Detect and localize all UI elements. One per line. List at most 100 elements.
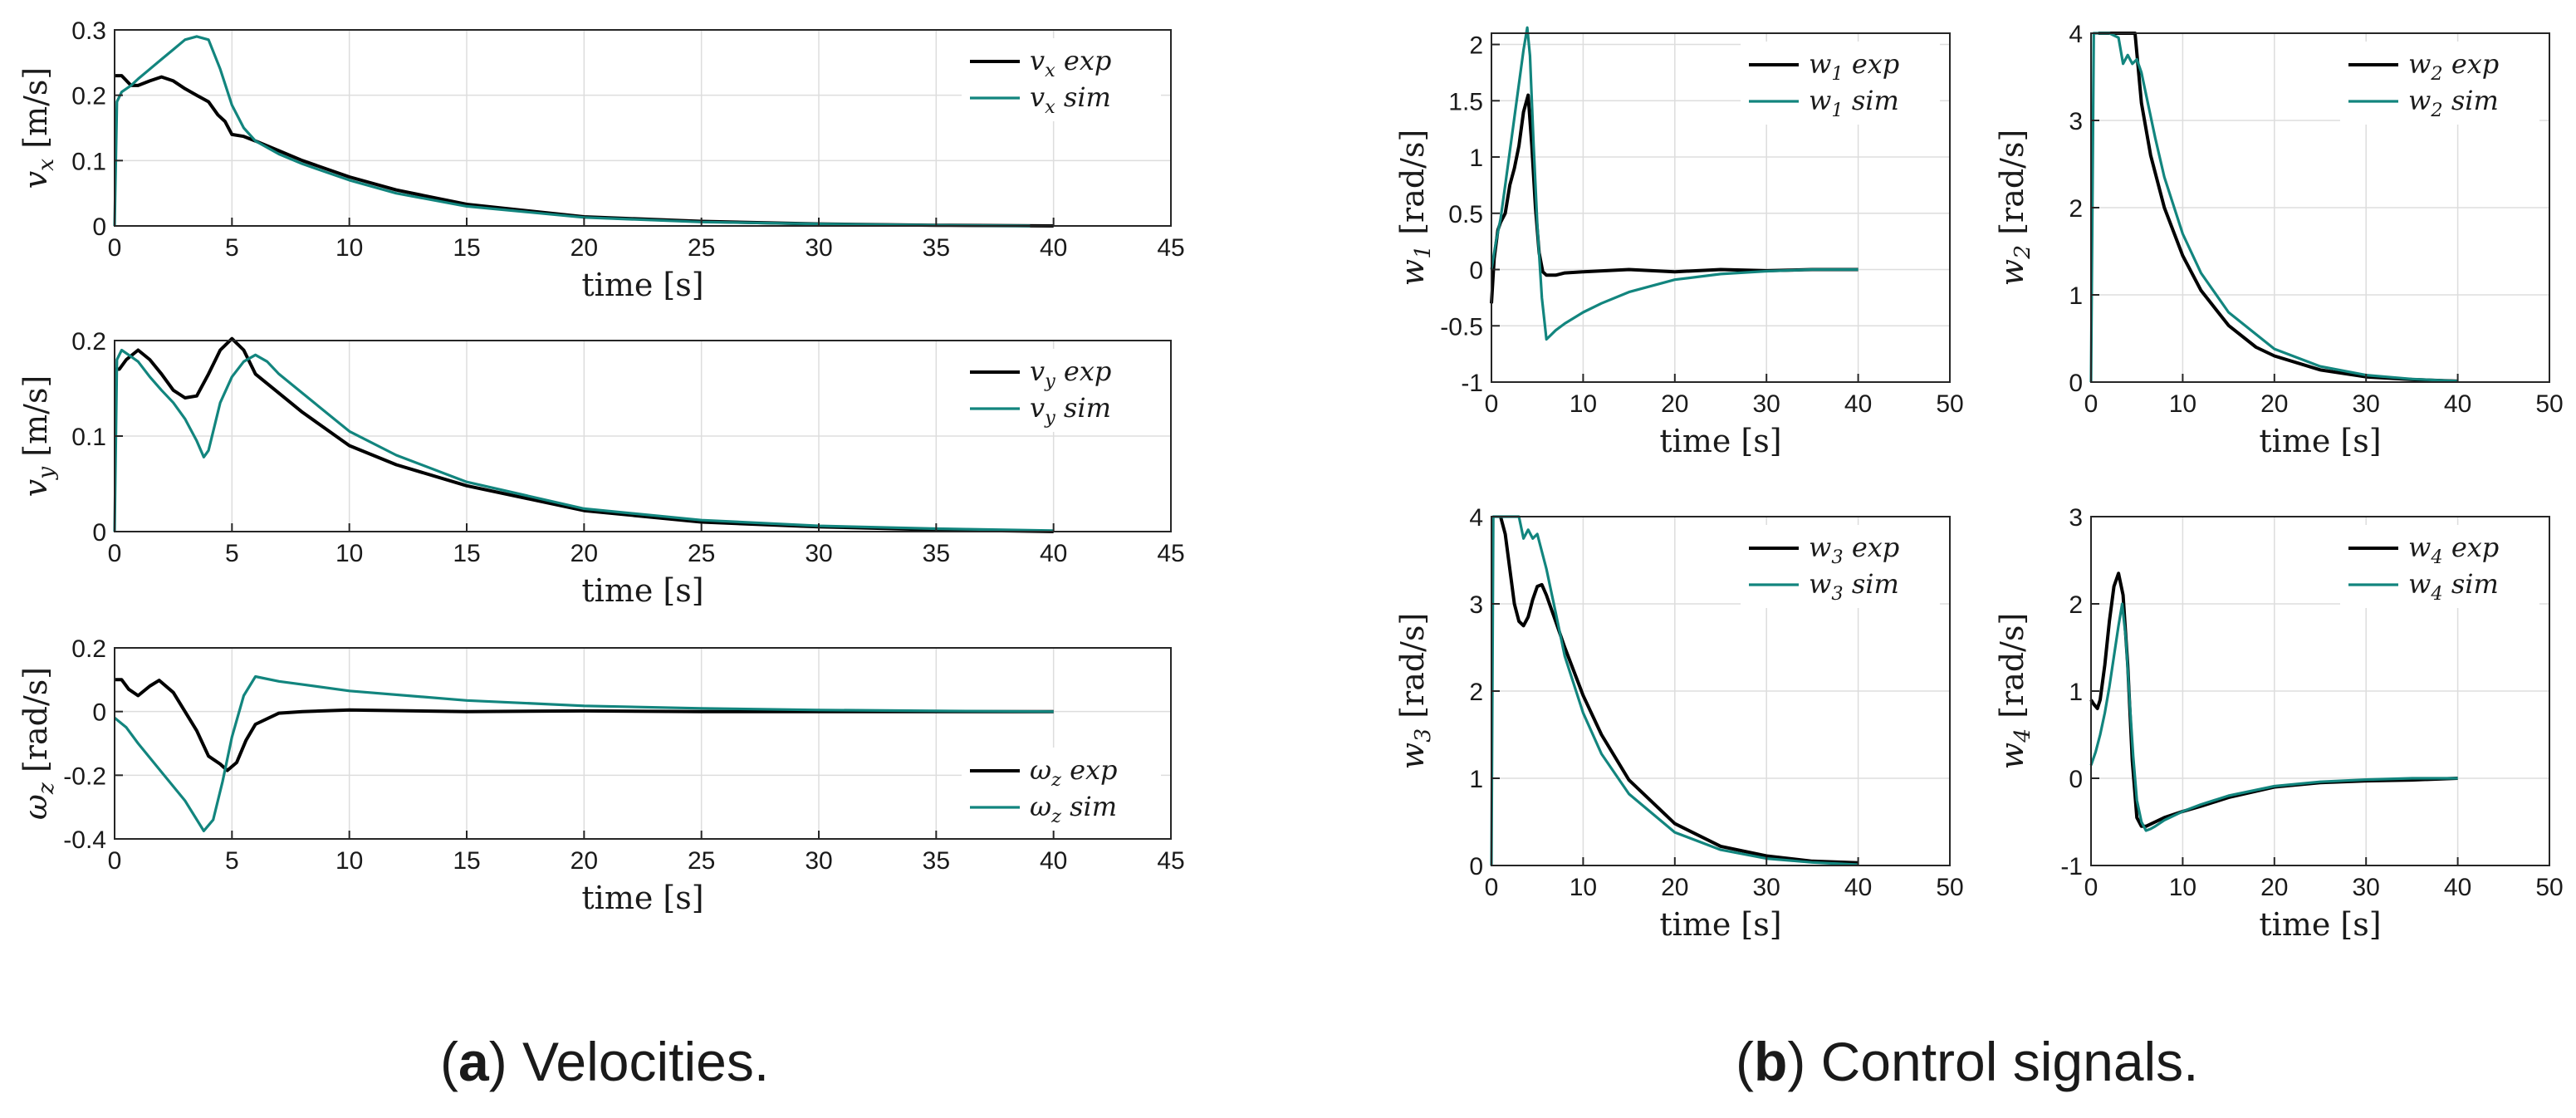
- y-tick-label: 3: [1469, 591, 1483, 619]
- x-axis-label: time [s]: [581, 880, 703, 916]
- x-tick-label: 45: [1157, 540, 1184, 567]
- series-line-sim: [113, 35, 1031, 228]
- legend-box: [962, 748, 1161, 831]
- y-tick-label: 0.2: [71, 635, 106, 663]
- x-tick-label: 20: [1661, 390, 1688, 418]
- x-tick-label: 35: [923, 847, 950, 875]
- y-tick-label: 1: [1469, 145, 1483, 172]
- x-tick-label: 25: [688, 847, 715, 875]
- legend-label-exp: w3 exp: [1809, 532, 1899, 568]
- x-tick-label: 0: [2084, 874, 2099, 901]
- legend-label-exp: ωz exp: [1030, 754, 1118, 791]
- y-tick-label: 0.5: [1448, 201, 1483, 228]
- series-line-exp: [115, 678, 1054, 772]
- y-tick-label: -0.2: [63, 762, 106, 790]
- x-tick-label: 5: [225, 234, 239, 262]
- legend-label-sim: w2 sim: [2408, 85, 2499, 121]
- x-tick-label: 20: [1661, 874, 1688, 901]
- x-tick-label: 50: [1936, 390, 1963, 418]
- x-tick-label: 10: [1570, 874, 1597, 901]
- y-tick-label: 0: [2069, 766, 2083, 793]
- x-tick-label: 10: [335, 847, 363, 875]
- legend-label-exp: vx exp: [1030, 45, 1111, 81]
- x-tick-label: 40: [1844, 390, 1872, 418]
- y-tick-label: 2: [2069, 195, 2083, 223]
- y-tick-label: 1: [1469, 766, 1483, 793]
- x-tick-label: 25: [688, 540, 715, 567]
- x-tick-label: 5: [225, 540, 239, 567]
- x-tick-label: 0: [1485, 874, 1499, 901]
- caption-a: (a) Velocities.: [440, 1031, 770, 1092]
- legend-box: [962, 349, 1161, 432]
- caption-b-text: Control signals.: [1820, 1031, 2199, 1092]
- y-tick-label: 0.1: [71, 424, 106, 451]
- legend-box: [2340, 42, 2539, 125]
- y-tick-label: 0.2: [71, 328, 106, 356]
- x-tick-label: 30: [1753, 874, 1780, 901]
- x-tick-label: 40: [1040, 847, 1067, 875]
- x-tick-label: 40: [2444, 874, 2471, 901]
- legend-label-sim: vy sim: [1030, 392, 1111, 429]
- y-tick-label: -0.5: [1440, 313, 1483, 341]
- axes-box: [114, 647, 1172, 840]
- y-tick-label: 4: [2069, 21, 2083, 48]
- y-tick-label: 0: [1469, 853, 1483, 880]
- y-tick-label: 1: [2069, 282, 2083, 310]
- x-tick-label: 0: [108, 540, 122, 567]
- y-tick-label: 0.1: [71, 148, 106, 175]
- x-axis-label: time [s]: [2259, 423, 2381, 459]
- chart-w1: 0 10 20 30 40 50 -1 -0.5 0 0.5 1 1.5 2 time [s] w1 [ra…: [1394, 26, 1964, 459]
- legend-label-sim: vx sim: [1030, 81, 1111, 118]
- x-tick-label: 10: [335, 540, 363, 567]
- x-tick-label: 15: [453, 847, 480, 875]
- legend-label-sim: ωz sim: [1030, 791, 1117, 827]
- x-axis-label: time [s]: [2259, 906, 2381, 943]
- chart-w3: 0 10 20 30 40 50 0 1 2 3 4 time [s] w3 [rad/s] w3 exp…: [1394, 504, 1964, 943]
- x-tick-label: 0: [108, 234, 122, 262]
- y-tick-label: 0: [92, 519, 106, 547]
- caption-a-letter: a: [458, 1031, 489, 1092]
- chart-w2: 0 10 20 30 40 50 0 1 2 3 4 time [s] w2 [rad/s] w2 exp…: [1994, 21, 2564, 459]
- series-line-sim: [2089, 602, 2458, 832]
- y-tick-label: 0: [92, 699, 106, 727]
- x-tick-label: 20: [571, 234, 598, 262]
- x-tick-label: 25: [688, 234, 715, 262]
- x-tick-label: 30: [805, 847, 832, 875]
- x-tick-label: 30: [2353, 874, 2380, 901]
- x-axis-label: time [s]: [581, 572, 703, 609]
- series-line-sim: [113, 348, 1054, 532]
- x-tick-label: 15: [453, 540, 480, 567]
- series-line-exp: [115, 336, 1054, 533]
- x-tick-label: 35: [923, 540, 950, 567]
- y-tick-label: 0: [1469, 257, 1483, 285]
- y-tick-label: 4: [1469, 504, 1483, 532]
- y-axis-label: vy [m/s]: [17, 375, 59, 498]
- x-tick-label: 35: [923, 234, 950, 262]
- y-tick-label: -0.4: [63, 826, 106, 854]
- axes-box: [1491, 32, 1951, 383]
- y-tick-label: 3: [2069, 504, 2083, 532]
- x-tick-label: 30: [2353, 390, 2380, 418]
- x-tick-label: 20: [571, 540, 598, 567]
- x-tick-label: 0: [2084, 390, 2099, 418]
- x-tick-label: 40: [1844, 874, 1872, 901]
- chart-vy: 0 5 10 15 20 25 30 35 40 45 0 0.1 0.2 time [s] vy [m/s…: [17, 328, 1185, 609]
- x-axis-label: time [s]: [1659, 906, 1781, 943]
- legend-label-exp: w2 exp: [2408, 48, 2499, 85]
- legend-box: [1741, 42, 1940, 125]
- x-tick-label: 15: [453, 234, 480, 262]
- y-axis-label: vx [m/s]: [17, 67, 59, 189]
- y-tick-label: 0.2: [71, 83, 106, 110]
- legend-box: [2340, 525, 2539, 608]
- y-axis-label: ωz [rad/s]: [17, 667, 59, 820]
- x-tick-label: 10: [2169, 874, 2196, 901]
